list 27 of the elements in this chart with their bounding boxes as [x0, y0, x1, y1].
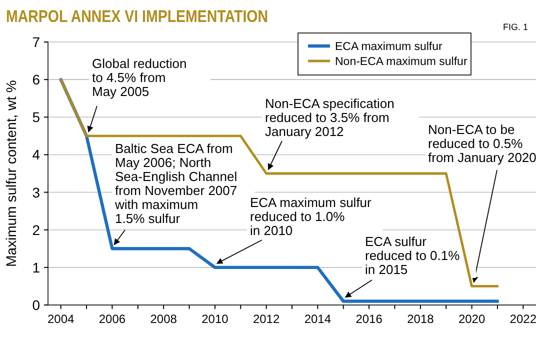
annotation: Global reduction to 4.5% from May 2005: [92, 56, 187, 99]
x-tick-label: 2010: [202, 312, 229, 326]
y-tick-label: 1: [32, 259, 40, 276]
x-tick-label: 2006: [98, 312, 126, 326]
x-tick-label: 2016: [356, 312, 383, 326]
y-tick-label: 7: [32, 34, 40, 50]
x-tick-label: 2014: [304, 312, 332, 326]
annotation: Non-ECA specification reduced to 3.5% from January 2012: [265, 96, 394, 139]
legend-label: Non-ECA maximum sulfur: [335, 56, 468, 68]
chart-title: MARPOL ANNEX VI IMPLEMENTATION: [6, 7, 319, 26]
y-tick-label: 6: [32, 72, 40, 88]
y-tick-label: 3: [32, 184, 40, 200]
x-tick-label: 2018: [407, 312, 434, 326]
legend-label: ECA maximum sulfur: [335, 41, 443, 53]
x-tick-label: 2020: [458, 312, 486, 326]
y-tick-label: 4: [32, 146, 40, 163]
annotation: Baltic Sea ECA from May 2006; North Sea-English Channel from November 2007 with maximum 1.5% sulfur: [114, 141, 238, 226]
x-tick-label: 2008: [150, 312, 178, 326]
x-tick-label: 2012: [252, 312, 280, 326]
x-tick-label: 2022: [510, 312, 537, 326]
y-tick-label: 0: [32, 297, 40, 313]
y-tick-label: 5: [32, 109, 40, 126]
y-tick-label: 2: [32, 222, 40, 238]
x-tick-label: 2004: [47, 312, 75, 326]
annotation: Non-ECA to be reduced to 0.5% from January 2020: [428, 122, 536, 165]
caption: FIG. 1: [502, 22, 528, 32]
y-axis-title: Maximum sulfur content, wt %: [3, 80, 19, 267]
